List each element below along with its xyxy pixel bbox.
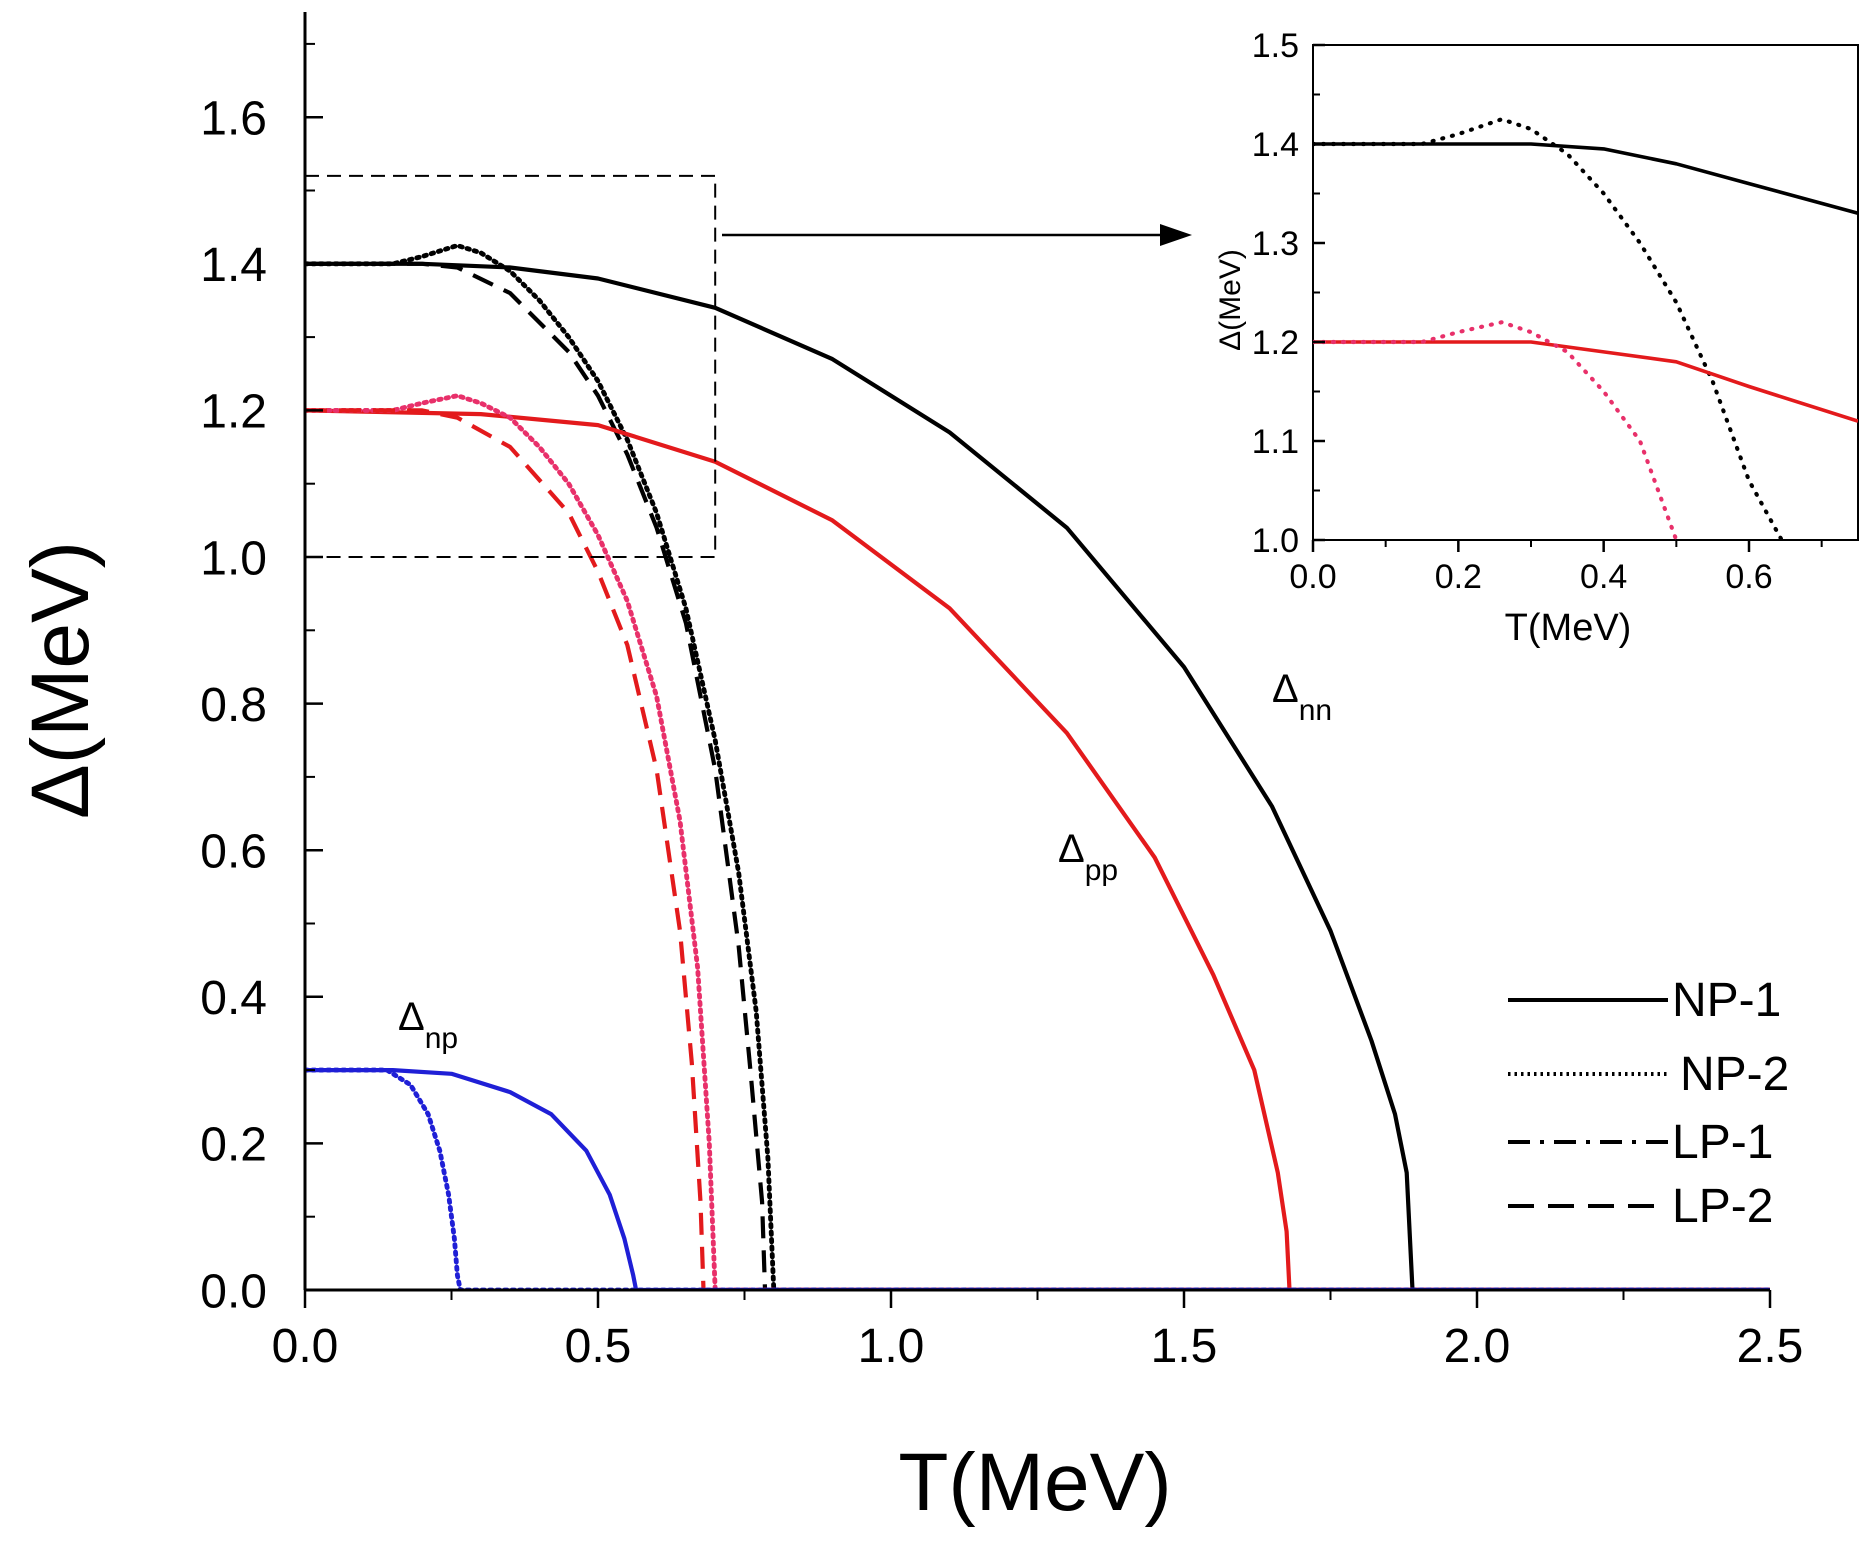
inset-series-group bbox=[1313, 117, 1858, 540]
zoom-arrow bbox=[722, 224, 1192, 246]
legend-label-np-2: NP-2 bbox=[1680, 1048, 1789, 1101]
series-nn-dotted-line bbox=[1313, 117, 1784, 540]
y-tick-label: 1.4 bbox=[200, 239, 267, 292]
inset-frame bbox=[1312, 44, 1859, 541]
series-np-dotted-line bbox=[305, 1067, 1770, 1290]
main-x-axis-title: T(MeV) bbox=[898, 1437, 1171, 1528]
y-tick-label: 1.2 bbox=[1252, 324, 1299, 362]
annotation-delta-pp: Δpp bbox=[1058, 827, 1118, 887]
series-pp-solid-line bbox=[1313, 340, 1858, 423]
x-tick-label: 0.0 bbox=[272, 1320, 339, 1373]
legend-label-lp-1: LP-1 bbox=[1672, 1116, 1773, 1169]
annotation-delta-nn-sub: nn bbox=[1299, 694, 1332, 727]
main-plot: 0.0 0.5 1.0 1.5 2.0 2.5 0.0 0.2 0.4 0.6 0.8 1.0 1.2 1… bbox=[15, 12, 1803, 1528]
legend-label-lp-2: LP-2 bbox=[1672, 1180, 1773, 1233]
main-series-group bbox=[305, 243, 1770, 1290]
main-ticks: 0.0 0.5 1.0 1.5 2.0 2.5 0.0 0.2 0.4 0.6 0.8 1.0 1.2 1… bbox=[200, 12, 1803, 1373]
y-tick-label: 1.5 bbox=[1252, 27, 1299, 65]
inset-ticks: 0.0 0.2 0.4 0.6 1.0 1.1 1.2 1.3 1.4 1.5 bbox=[1252, 27, 1823, 596]
inset-plot: 0.0 0.2 0.4 0.6 1.0 1.1 1.2 1.3 1.4 1.5 T(MeV) Δ(… bbox=[1214, 27, 1859, 649]
series-np-solid-line bbox=[305, 1067, 1770, 1290]
y-tick-label: 1.0 bbox=[200, 532, 267, 585]
zoom-box bbox=[304, 174, 717, 558]
x-tick-label: 1.5 bbox=[1151, 1320, 1218, 1373]
x-tick-label: 0.6 bbox=[1725, 558, 1772, 596]
y-tick-label: 0.0 bbox=[200, 1265, 267, 1318]
x-tick-label: 2.5 bbox=[1737, 1320, 1804, 1373]
y-tick-label: 1.3 bbox=[1252, 225, 1299, 263]
legend-label-np-1: NP-1 bbox=[1672, 974, 1781, 1027]
x-tick-label: 2.0 bbox=[1444, 1320, 1511, 1373]
annotation-delta-pp-sub: pp bbox=[1085, 854, 1118, 887]
legend-item-np-1: NP-1 bbox=[1508, 974, 1781, 1027]
legend: NP-1 NP-2 LP-1 LP-2 bbox=[1508, 974, 1789, 1233]
annotation-delta-nn: Δnn bbox=[1272, 667, 1332, 727]
legend-item-lp-1: LP-1 bbox=[1508, 1116, 1773, 1169]
annotation-delta-nn-base: Δ bbox=[1272, 667, 1299, 711]
y-tick-label: 1.0 bbox=[1252, 522, 1299, 560]
x-tick-label: 0.2 bbox=[1435, 558, 1482, 596]
x-tick-label: 1.0 bbox=[858, 1320, 925, 1373]
inset-x-axis-title: T(MeV) bbox=[1505, 607, 1632, 649]
y-tick-label: 1.6 bbox=[200, 92, 267, 145]
y-tick-label: 0.6 bbox=[200, 825, 267, 878]
annotation-delta-np: Δnp bbox=[398, 995, 458, 1055]
legend-item-lp-2: LP-2 bbox=[1508, 1180, 1773, 1233]
y-tick-label: 0.8 bbox=[200, 679, 267, 732]
y-tick-label: 0.2 bbox=[200, 1119, 267, 1172]
inset-y-axis-title: Δ(MeV) bbox=[1214, 249, 1247, 351]
annotation-delta-np-base: Δ bbox=[398, 995, 425, 1039]
legend-item-np-2: NP-2 bbox=[1508, 1048, 1789, 1101]
annotation-delta-pp-base: Δ bbox=[1058, 827, 1085, 871]
series-pp-solid-line bbox=[305, 408, 1770, 1290]
series-pp-dashed-line bbox=[305, 408, 1770, 1290]
main-y-axis-title: Δ(MeV) bbox=[15, 541, 106, 819]
annotation-delta-np-sub: np bbox=[425, 1022, 458, 1055]
series-nn-dotted-line bbox=[305, 243, 1770, 1290]
series-pp-dotted-line bbox=[305, 393, 1770, 1290]
series-nn-solid-line bbox=[1313, 142, 1858, 216]
series-nn-dashed-line bbox=[305, 261, 1770, 1290]
y-tick-label: 1.2 bbox=[200, 386, 267, 439]
x-tick-label: 0.0 bbox=[1289, 558, 1336, 596]
x-tick-label: 0.4 bbox=[1580, 558, 1627, 596]
x-tick-label: 0.5 bbox=[565, 1320, 632, 1373]
y-tick-label: 1.1 bbox=[1252, 423, 1299, 461]
y-tick-label: 1.4 bbox=[1252, 126, 1299, 164]
series-nn-solid-line bbox=[305, 261, 1770, 1290]
series-pp-dotted-line bbox=[1313, 320, 1679, 540]
y-tick-label: 0.4 bbox=[200, 972, 267, 1025]
